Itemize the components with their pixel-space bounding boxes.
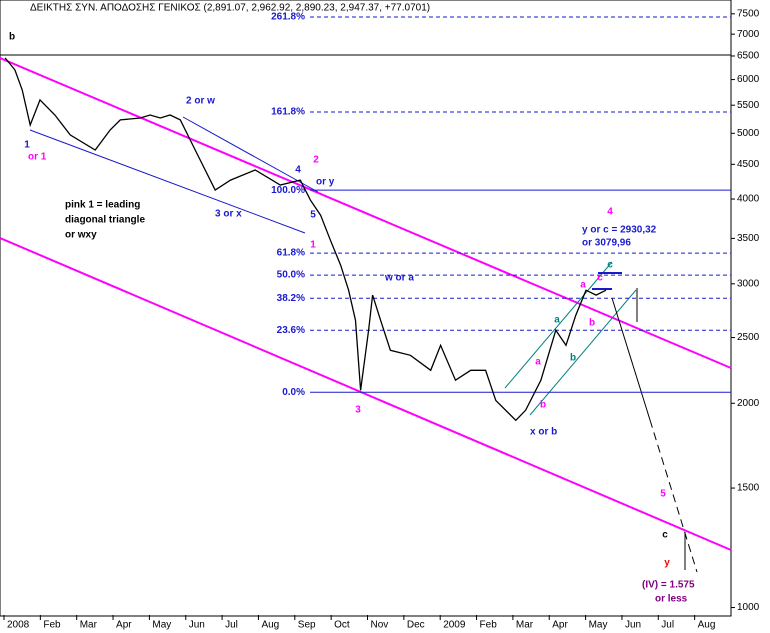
fib-label: 61.8%	[277, 248, 305, 259]
x-tick-label: Nov	[370, 620, 388, 631]
y-tick-label: 2500	[737, 332, 760, 343]
channel-line	[504, 261, 613, 389]
trend-lines	[0, 54, 732, 573]
annotation: or 1	[28, 152, 47, 163]
annotation: (IV) = 1.575	[642, 580, 695, 591]
annotation: a	[554, 315, 560, 326]
y-tick-label: 3000	[737, 278, 760, 289]
x-tick-label: Jun	[189, 620, 205, 631]
annotation: pink 1 = leading	[65, 200, 140, 211]
x-tick-label: 2008	[7, 620, 30, 631]
annotation: 2	[313, 155, 319, 166]
y-tick-label: 7000	[737, 29, 760, 40]
annotation: or wxy	[65, 230, 97, 241]
x-tick-label: Jul	[661, 620, 674, 631]
x-tick-label: Jun	[625, 620, 641, 631]
annotation: 3 or x	[215, 209, 242, 220]
x-tick-label: 2009	[443, 620, 466, 631]
annotation: diagonal triangle	[65, 215, 145, 226]
fib-label: 161.8%	[271, 107, 305, 118]
y-tick-label: 2000	[737, 398, 760, 409]
y-tick-label: 6000	[737, 74, 760, 85]
fib-label: 100.0%	[271, 185, 305, 196]
x-tick-label: Apr	[552, 620, 568, 631]
annotation: 1	[24, 140, 30, 151]
annotation: 3	[355, 405, 361, 416]
y-tick-label: 7500	[737, 8, 760, 19]
annotation: 5	[660, 489, 666, 500]
annotation: 1	[310, 240, 316, 251]
channel-line	[529, 289, 637, 416]
annotation: or y	[316, 177, 335, 188]
annotation: b	[570, 353, 576, 364]
y-tick-label: 5500	[737, 100, 760, 111]
annotation: a	[580, 280, 586, 291]
fib-label: 50.0%	[277, 270, 305, 281]
x-tick-label: Feb	[480, 620, 498, 631]
projection-line	[649, 419, 698, 573]
fib-label: 38.2%	[277, 293, 305, 304]
fib-label: 23.6%	[277, 325, 305, 336]
y-tick-label: 4000	[737, 194, 760, 205]
x-tick-label: May	[589, 620, 608, 631]
x-tick-label: Mar	[80, 620, 98, 631]
x-tick-label: Aug	[261, 620, 279, 631]
annotation: or less	[655, 594, 688, 605]
y-tick-label: 6500	[737, 51, 760, 62]
annotation: a	[535, 357, 541, 368]
annotation: y or c = 2930,32	[582, 225, 657, 236]
x-tick-label: Apr	[116, 620, 132, 631]
channel-line	[0, 57, 732, 369]
x-tick-label: Dec	[407, 620, 425, 631]
channel-line	[0, 237, 732, 551]
annotation: 4	[295, 165, 301, 176]
annotation: b	[9, 32, 15, 43]
y-tick-label: 5000	[737, 128, 760, 139]
y-tick-label: 3500	[737, 233, 760, 244]
x-tick-label: Mar	[516, 620, 534, 631]
wedge-line	[29, 129, 306, 234]
fib-label: 0.0%	[282, 387, 305, 398]
x-tick-label: Sep	[298, 620, 316, 631]
y-tick-label: 4500	[737, 159, 760, 170]
plot-area	[0, 0, 732, 617]
y-tick-label: 1500	[737, 483, 760, 494]
annotation: 4	[607, 207, 613, 218]
chart-title: ΔΕΙΚΤΗΣ ΣΥΝ. ΑΠΟΔΟΣΗΣ ΓΕΝΙΚΟΣ (2,891.07,…	[30, 3, 430, 14]
annotation: 2 or w	[186, 96, 215, 107]
fib-label: 261.8%	[271, 12, 305, 23]
projection-line	[611, 297, 651, 421]
annotation: b	[589, 318, 595, 329]
x-tick-label: Feb	[43, 620, 61, 631]
annotation: b	[540, 400, 546, 411]
annotation: c	[662, 530, 668, 541]
x-tick-label: Oct	[334, 620, 350, 631]
annotation: x or b	[530, 427, 557, 438]
price-line	[4, 57, 607, 422]
annotation: 5	[310, 210, 316, 221]
y-tick-label: 1000	[737, 602, 760, 613]
x-tick-label: Jul	[225, 620, 238, 631]
annotation: y	[664, 558, 670, 569]
annotation: c	[597, 273, 603, 284]
annotation: w or a	[384, 273, 414, 284]
annotation: c	[607, 260, 613, 271]
x-tick-label: Aug	[698, 620, 716, 631]
wedge-line	[182, 116, 319, 193]
x-tick-label: May	[152, 620, 171, 631]
annotation: or 3079,96	[582, 238, 631, 249]
